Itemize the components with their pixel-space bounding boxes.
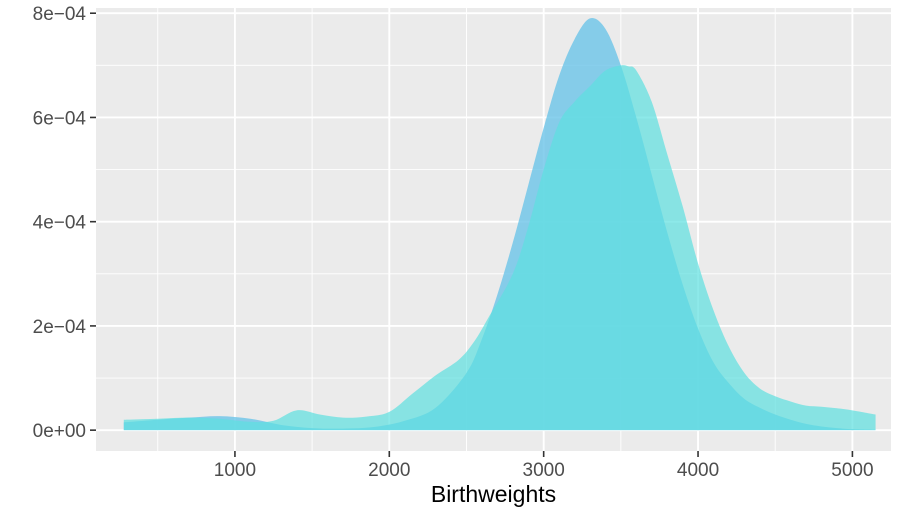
density-areas	[123, 18, 876, 431]
major-gridlines	[96, 8, 891, 451]
y-axis: 0e+00 2e−04 4e−04 6e−04 8e−04	[33, 4, 96, 442]
x-axis-title: Birthweights	[431, 481, 556, 507]
y-tick-label: 0e+00	[33, 421, 86, 442]
x-tick-label: 2000	[368, 460, 410, 481]
y-tick-label: 8e−04	[33, 4, 87, 25]
y-tick-label: 4e−04	[33, 213, 87, 234]
x-axis: 1000 2000 3000 4000 5000	[214, 451, 874, 481]
x-tick-label: 3000	[523, 460, 565, 481]
y-tick-label: 2e−04	[33, 317, 87, 338]
density-area-series-2	[123, 65, 876, 431]
x-tick-label: 1000	[214, 460, 256, 481]
y-tick-label: 6e−04	[33, 108, 87, 129]
x-tick-label: 4000	[677, 460, 719, 481]
x-tick-label: 5000	[831, 460, 873, 481]
